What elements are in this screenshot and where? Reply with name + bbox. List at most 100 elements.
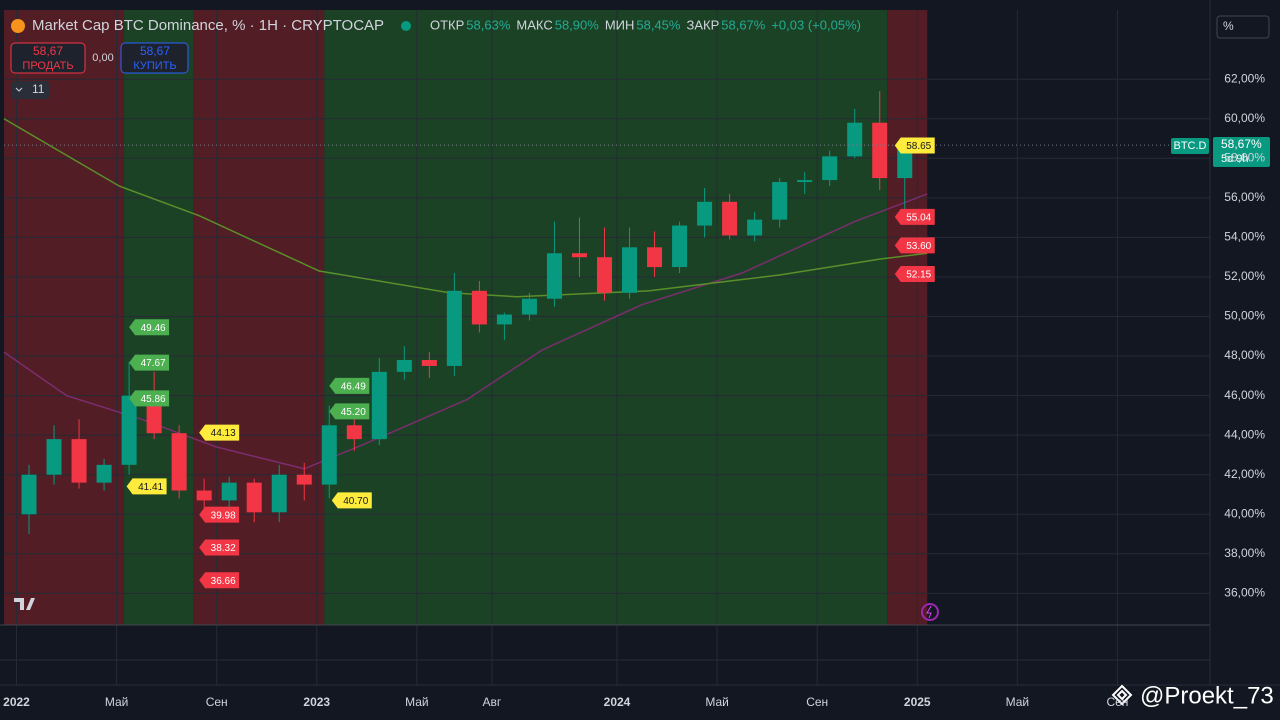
level-tag	[126, 478, 167, 495]
level-tag	[199, 572, 240, 589]
level-tag	[129, 354, 170, 371]
candle-body	[196, 490, 212, 501]
y-tick-label: 54,00%	[1224, 230, 1265, 244]
candle-body	[797, 180, 813, 183]
level-tag-label: 53.60	[906, 241, 931, 252]
candle-body	[471, 290, 487, 325]
candle-body	[221, 482, 237, 501]
sell-button[interactable]	[10, 42, 86, 74]
sell-label[interactable]: ПРОДАТЬ	[22, 60, 73, 72]
lightning	[926, 605, 932, 619]
candle-body	[571, 253, 587, 258]
symbol-badge	[1171, 138, 1209, 154]
sell-price[interactable]: 58,67	[33, 44, 63, 58]
candle-body	[46, 439, 62, 475]
candle-body	[321, 425, 337, 485]
symbol-title: Market Cap BTC Dominance, % · 1H · CRYPT…	[32, 17, 384, 34]
signal-zone	[4, 10, 125, 625]
ohlc-label: ЗАКР	[686, 17, 719, 32]
x-tick-label: 2024	[604, 695, 631, 709]
level-tag-label: 55.04	[906, 212, 931, 223]
level-tag-label: 36.66	[211, 576, 236, 587]
candle-body	[521, 298, 537, 315]
level-tag-label: 47.67	[141, 358, 166, 369]
signal-zone	[324, 10, 888, 625]
candle-body	[371, 371, 387, 440]
x-tick-label: Сен	[206, 695, 228, 709]
ohlc-value: 58,45%	[636, 17, 681, 32]
ohlc-label: МИН	[605, 17, 635, 32]
ohlc-value: 58,90%	[555, 17, 600, 32]
level-tag	[129, 390, 170, 407]
level-tag	[199, 539, 240, 556]
lightning-icon[interactable]	[921, 603, 939, 621]
candle-body	[496, 314, 512, 325]
level-tag	[199, 506, 240, 523]
signal-zone	[193, 10, 325, 625]
buy-label[interactable]: КУПИТЬ	[133, 60, 176, 72]
candle-body	[271, 474, 287, 513]
candle-body	[672, 225, 688, 268]
level-tag	[894, 265, 935, 282]
level-tag-label: 41.41	[138, 482, 163, 493]
y-tick-label: 60,00%	[1224, 111, 1265, 125]
level-tag-label: 45.86	[141, 394, 166, 405]
level-tag-label: 40.70	[343, 496, 368, 507]
candle-body	[296, 474, 312, 485]
chevron	[15, 87, 23, 92]
y-tick-label: 42,00%	[1224, 467, 1265, 481]
indicators-count[interactable]: 11	[32, 82, 45, 96]
candle-body	[71, 439, 87, 483]
level-tag	[129, 319, 170, 336]
last-price-badge	[1213, 137, 1270, 167]
candle-body	[246, 482, 262, 513]
ohlc-label: МАКС	[516, 17, 552, 32]
level-tag-label: 44.13	[211, 428, 236, 439]
buy-price[interactable]: 58,67	[140, 44, 170, 58]
ohlc-label: ОТКР	[430, 17, 464, 32]
last-price: 58,67%	[1221, 137, 1262, 151]
y-tick-label: 62,00%	[1224, 71, 1265, 85]
indicators-toggle[interactable]	[11, 81, 49, 99]
candle-body	[647, 247, 663, 268]
buy-button[interactable]	[120, 42, 189, 74]
level-tag	[894, 237, 935, 254]
level-tag	[329, 403, 370, 420]
candle-body	[772, 182, 788, 220]
y-tick-label: 38,00%	[1224, 546, 1265, 560]
x-tick-label: Май	[105, 695, 129, 709]
ohlc-value: 58,67%	[721, 17, 766, 32]
y-tick-label: 50,00%	[1224, 309, 1265, 323]
y-tick-label: 40,00%	[1224, 506, 1265, 520]
candle-body	[171, 433, 187, 491]
candle-body	[421, 360, 437, 366]
x-tick-label: 2022	[3, 695, 30, 709]
candle-body	[546, 253, 562, 299]
x-tick-label: Сен	[1106, 695, 1128, 709]
candle-body	[747, 219, 763, 236]
x-tick-label: Май	[1006, 695, 1030, 709]
y-tick-label: 52,00%	[1224, 269, 1265, 283]
y-tick-label: 46,00%	[1224, 388, 1265, 402]
candle-body	[697, 201, 713, 226]
y-tick-label: 36,00%	[1224, 586, 1265, 600]
x-tick-label: Авг	[483, 695, 502, 709]
spread: 0,00	[92, 52, 113, 64]
level-tag-label: 49.46	[141, 323, 166, 334]
scale-mode-label[interactable]: %	[1223, 19, 1234, 33]
x-tick-label: 2025	[904, 695, 931, 709]
level-tag	[894, 137, 935, 154]
level-tag-label: 45.20	[341, 407, 366, 418]
plot: 49.46 47.67 45.86 44.13 41.41 39.98 38.32 36.66…	[3, 91, 1210, 589]
candle-body	[722, 201, 738, 236]
candle-body	[21, 474, 37, 515]
scale-mode[interactable]	[1216, 15, 1270, 39]
status-dot	[401, 21, 411, 31]
candle-body	[121, 395, 137, 465]
y-tick-label: 48,00%	[1224, 348, 1265, 362]
candle-body	[872, 122, 888, 179]
watermark: @Proekt_73	[1140, 682, 1274, 709]
level-tag-label: 58.65	[906, 141, 931, 152]
